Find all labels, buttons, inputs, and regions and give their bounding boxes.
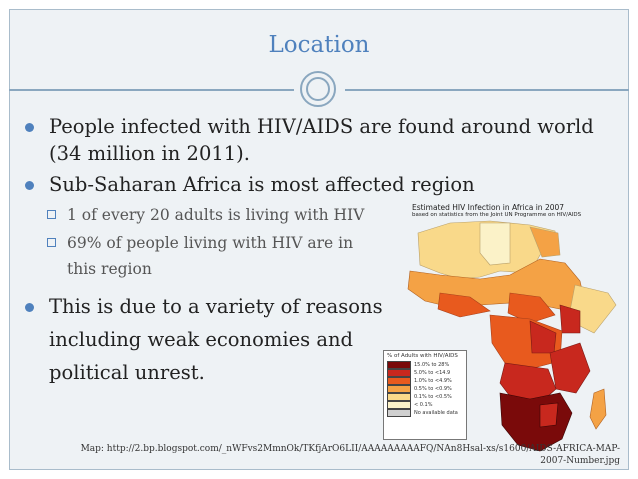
map-heading: Estimated HIV Infection in Africa in 200… [412,203,581,218]
bullet-item: This is due to a variety of reasons incl… [22,290,429,389]
legend-swatch [387,385,411,393]
title-divider-right [345,89,629,91]
bullet-dot-icon [25,181,34,190]
sub-bullet-item: 1 of every 20 adults is living with HIV [22,202,397,228]
bullet-dot-icon [25,123,34,132]
legend-label: 0.5% to <0.9% [414,386,452,392]
legend-row: 1.0% to <4.9% [384,377,466,385]
title-divider-left [9,89,294,91]
legend-label: No available data [414,410,458,416]
sub-bullet-square-icon [47,238,56,247]
sub-bullet-square-icon [47,210,56,219]
bullet-text: Sub-Saharan Africa is most affected regi… [49,173,475,196]
legend-swatch [387,369,411,377]
legend-label: 0.1% to <0.5% [414,394,452,400]
legend-row: 15.0% to 28% [384,361,466,369]
legend-swatch [387,409,411,417]
legend-swatch [387,377,411,385]
bullet-dot-icon [25,303,34,312]
sub-bullet-item: 69% of people living with HIV are in thi… [22,230,367,282]
bullet-text: People infected with HIV/AIDS are found … [49,115,594,165]
bullet-item: Sub-Saharan Africa is most affected regi… [22,171,602,198]
sub-bullet-text: 69% of people living with HIV are in thi… [67,234,354,278]
legend-label: 1.0% to <4.9% [414,378,452,384]
map-legend: % of Adults with HIV/AIDS 15.0% to 28% 5… [383,350,467,440]
slide-title: Location [268,32,370,58]
image-source-caption: Map: http://2.bp.blogspot.com/_nWFvs2Mmn… [80,444,620,466]
bullet-list: People infected with HIV/AIDS are found … [22,113,602,393]
map-title: Estimated HIV Infection in Africa in 200… [412,203,565,212]
legend-row: 5.0% to <14.9 [384,369,466,377]
africa-hiv-map-image [407,220,617,452]
sub-bullet-text: 1 of every 20 adults is living with HIV [67,206,365,224]
title-divider-ornament [300,71,336,107]
legend-label: 5.0% to <14.9 [414,370,451,376]
legend-label: < 0.1% [414,402,433,408]
legend-swatch [387,401,411,409]
legend-label: 15.0% to 28% [414,362,450,368]
legend-swatch [387,361,411,369]
bullet-text: This is due to a variety of reasons incl… [49,295,383,384]
legend-swatch [387,393,411,401]
legend-row: < 0.1% [384,401,466,409]
legend-row: No available data [384,409,466,417]
map-subtitle: based on statistics from the Joint UN Pr… [412,212,582,218]
legend-row: 0.1% to <0.5% [384,393,466,401]
bullet-item: People infected with HIV/AIDS are found … [22,113,602,167]
legend-title: % of Adults with HIV/AIDS [387,353,458,359]
legend-row: 0.5% to <0.9% [384,385,466,393]
